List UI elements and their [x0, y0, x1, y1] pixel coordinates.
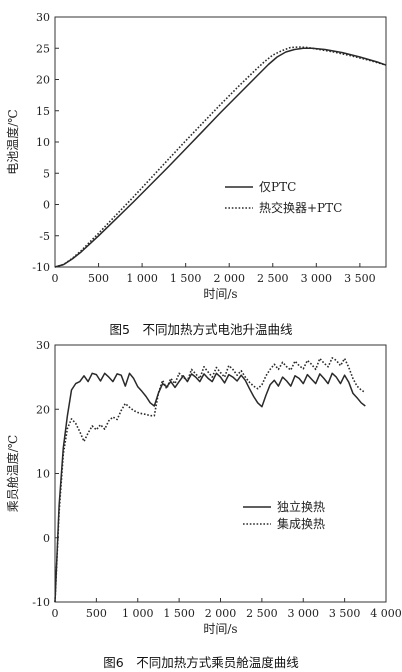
y-tick-label: 15 [36, 105, 50, 118]
series-line-1 [54, 372, 366, 603]
y-tick-label: 0 [43, 199, 50, 212]
y-tick-label: 20 [36, 74, 50, 87]
series-line-2 [54, 46, 387, 268]
x-tick-label: 500 [86, 607, 107, 620]
plot-frame [54, 344, 387, 603]
x-axis-label: 时间/s [203, 287, 237, 301]
series-line-2 [54, 357, 366, 603]
x-tick-label: 0 [52, 272, 59, 285]
y-tick-label: -10 [32, 596, 50, 609]
y-tick-label: 30 [36, 11, 50, 24]
legend-label-2: 集成换热 [277, 516, 325, 531]
x-tick-label: 3 000 [288, 607, 320, 620]
x-tick-label: 1 500 [170, 272, 202, 285]
y-axis-label: 乘员舱温度/℃ [5, 435, 20, 512]
battery-temperature-chart: 0 500 1 000 1 500 2 000 2 500 3 000 3 500 -10 -5 0… [5, 11, 387, 301]
y-tick-label: 10 [36, 136, 50, 149]
y-tick-label: -10 [32, 261, 50, 274]
figure1-caption: 图5 不同加热方式电池升温曲线 [109, 322, 293, 337]
x-axis-label: 时间/s [203, 622, 237, 636]
y-tick-label: 25 [36, 42, 50, 55]
x-tick-label: 3 500 [344, 272, 376, 285]
y-tick-label: 0 [43, 532, 50, 545]
x-tick-label: 1 000 [126, 272, 158, 285]
x-tick-label: 4 000 [370, 607, 402, 620]
x-tick-label: 3 500 [329, 607, 361, 620]
x-tick-label: 500 [88, 272, 109, 285]
x-tick-label: 1 000 [122, 607, 154, 620]
x-tick-label: 2 500 [246, 607, 278, 620]
figure2-caption: 图6 不同加热方式乘员舱温度曲线 [103, 655, 299, 670]
x-tick-label: 2 000 [213, 272, 245, 285]
y-tick-label: 30 [36, 339, 50, 352]
x-tick-label: 1 500 [163, 607, 195, 620]
y-tick-label: 20 [36, 403, 50, 416]
y-tick-label: 5 [43, 167, 50, 180]
x-tick-label: 0 [52, 607, 59, 620]
x-tick-label: 3 000 [301, 272, 333, 285]
series-line-1 [54, 47, 387, 268]
y-tick-label: -5 [39, 230, 50, 243]
x-tick-label: 2 000 [205, 607, 237, 620]
x-tick-label: 2 500 [257, 272, 289, 285]
cabin-temperature-chart: 0 500 1 000 1 500 2 000 2 500 3 000 3 500 4 000 -… [5, 339, 402, 636]
legend-label-2: 热交换器+PTC [259, 200, 342, 215]
legend-label-1: 仅PTC [259, 180, 296, 194]
y-axis-label: 电池温度/℃ [5, 109, 20, 174]
legend-label-1: 独立换热 [277, 499, 325, 514]
y-tick-label: 10 [36, 468, 50, 481]
